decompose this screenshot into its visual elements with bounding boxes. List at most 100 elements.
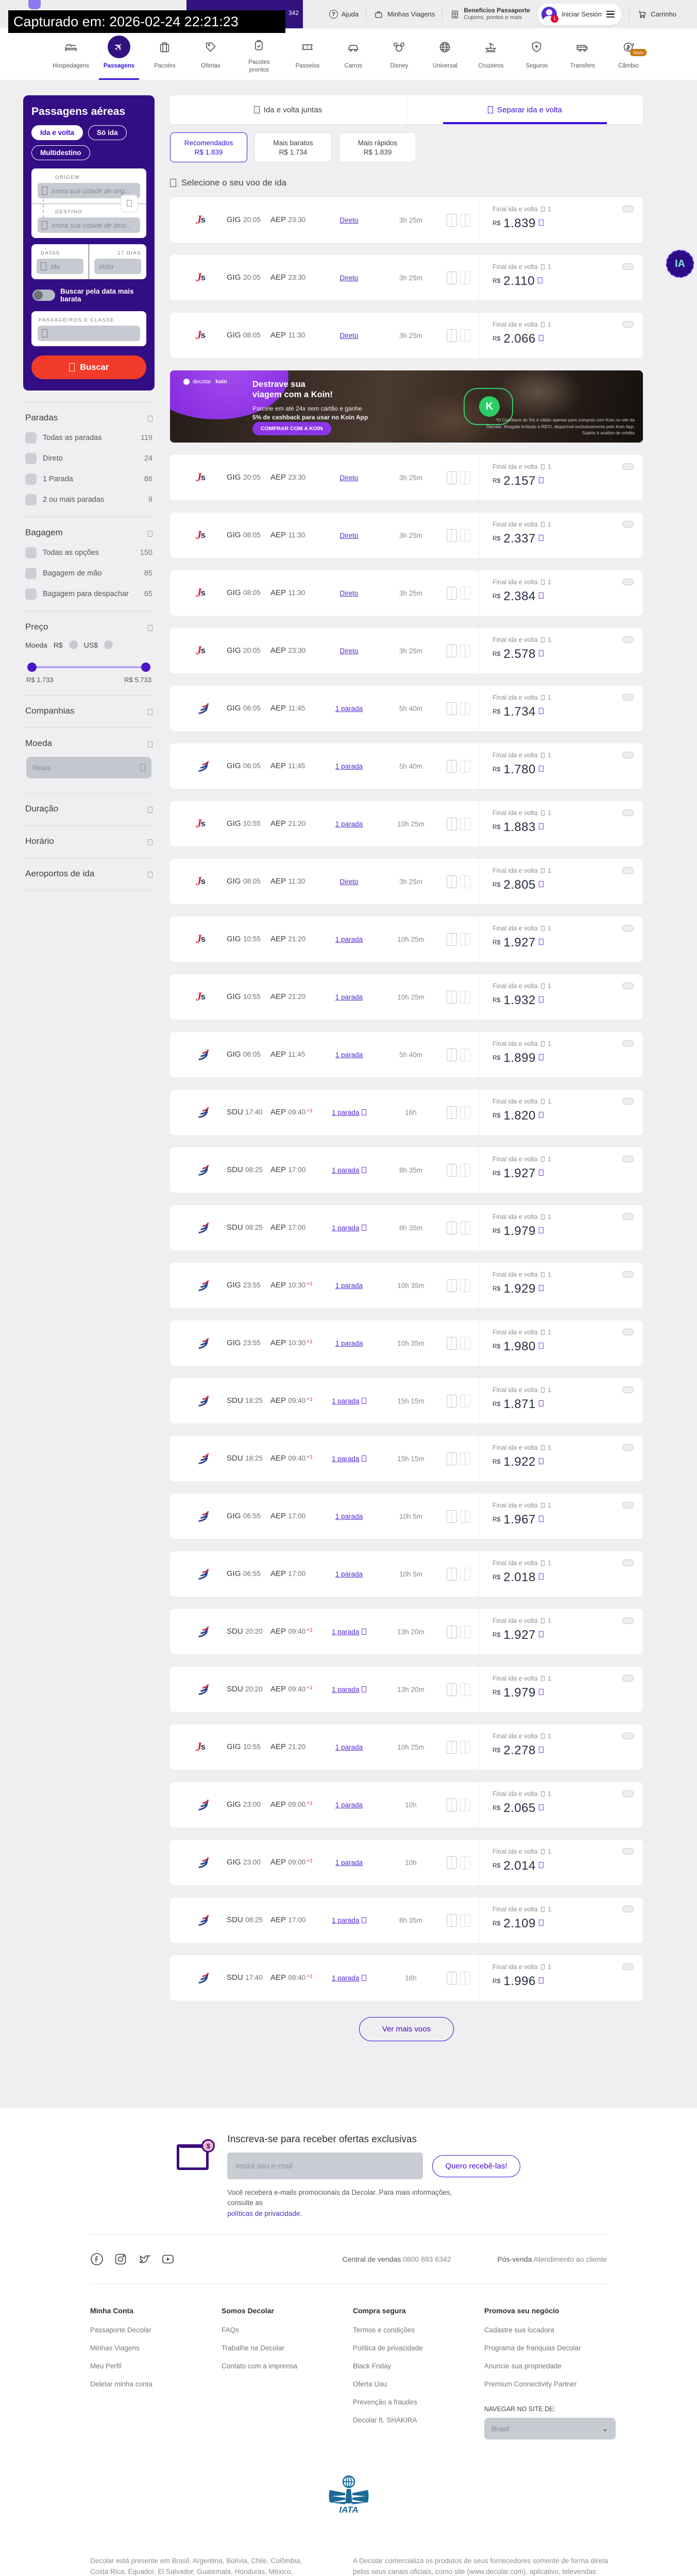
- compare-checkbox[interactable]: [622, 1386, 634, 1393]
- checkbox[interactable]: [25, 588, 37, 600]
- price-info-icon[interactable]: [538, 335, 543, 342]
- footer-link[interactable]: Trabalhe na Decolar: [222, 2344, 284, 2352]
- price-slider[interactable]: [27, 663, 150, 672]
- compare-checkbox[interactable]: [622, 1040, 634, 1047]
- compare-checkbox[interactable]: [622, 1271, 634, 1278]
- collapse-icon[interactable]: [147, 709, 152, 716]
- flight-card[interactable]: GIG 23:00 AEP 09:00 +1 1 parada 10h: [170, 1782, 643, 1827]
- youtube-icon[interactable]: [161, 2252, 175, 2266]
- price-info-icon[interactable]: [538, 939, 543, 945]
- stops-link[interactable]: 1 parada: [335, 1858, 363, 1867]
- footer-link[interactable]: Deletar minha conta: [90, 2380, 152, 2388]
- price-info-icon[interactable]: [538, 1920, 543, 1926]
- login-button[interactable]: 1 Iniciar Sesión: [537, 3, 622, 25]
- price-info-icon[interactable]: [538, 1516, 543, 1522]
- compare-checkbox[interactable]: [622, 1675, 634, 1682]
- stops-link[interactable]: Direto: [339, 216, 359, 224]
- privacy-policy-link[interactable]: políticas de privacidade.: [227, 2209, 302, 2217]
- compare-checkbox[interactable]: [622, 579, 634, 585]
- checkbox[interactable]: [25, 453, 37, 464]
- search-button[interactable]: Buscar: [31, 355, 146, 379]
- swap-origin-destination-button[interactable]: [121, 194, 138, 212]
- compare-checkbox[interactable]: [622, 925, 634, 931]
- passengers-input[interactable]: [38, 326, 140, 341]
- cheapest-date-toggle[interactable]: [32, 290, 55, 301]
- footer-link[interactable]: Prevenção a fraudes: [353, 2398, 417, 2406]
- usd-radio[interactable]: [104, 640, 113, 649]
- tab-split-roundtrip[interactable]: Separar ida e volta: [407, 95, 643, 124]
- collapse-icon[interactable]: [147, 416, 152, 422]
- stops-link[interactable]: 1 parada: [335, 1512, 363, 1520]
- compare-checkbox[interactable]: [622, 1560, 634, 1566]
- stops-link[interactable]: 1 parada: [332, 1628, 360, 1636]
- flight-card[interactable]: SDU 08:25 AEP 17:00 1 parada 8h 35m: [170, 1205, 643, 1250]
- price-info-icon[interactable]: [538, 996, 543, 1003]
- my-trips-button[interactable]: Minhas Viagens: [373, 9, 435, 20]
- price-info-icon[interactable]: [538, 535, 543, 541]
- compare-checkbox[interactable]: [622, 1444, 634, 1451]
- price-info-icon[interactable]: [538, 1054, 543, 1061]
- newsletter-email-input[interactable]: [227, 2153, 423, 2179]
- flight-card[interactable]: SDU 20:20 AEP 09:40 +1 1 parada 13h 20m: [170, 1667, 643, 1712]
- price-info-icon[interactable]: [538, 1862, 543, 1869]
- price-info-icon[interactable]: [538, 1458, 543, 1465]
- flight-card[interactable]: SDU 08:25 AEP 17:00 1 parada 8h 35m: [170, 1147, 643, 1193]
- compare-checkbox[interactable]: [622, 263, 634, 270]
- price-info-icon[interactable]: [538, 1400, 543, 1407]
- nav-item-carros[interactable]: Carros: [337, 36, 369, 80]
- stops-link[interactable]: 1 parada: [335, 1801, 363, 1809]
- nav-item-hospedagens[interactable]: Hospedagens: [53, 36, 89, 80]
- chip-recommended[interactable]: Recomendados R$ 1.839: [170, 132, 247, 162]
- flight-card[interactable]: SDU 20:20 AEP 09:40 +1 1 parada 13h 20m: [170, 1609, 643, 1654]
- flight-card[interactable]: GIG 06:05 AEP 11:45 1 parada 5h 40m: [170, 743, 643, 789]
- region-select[interactable]: Brasil ⌄: [484, 2417, 616, 2439]
- passengers-box[interactable]: PASSAGEIROS E CLASSE: [31, 311, 146, 346]
- twitter-icon[interactable]: [138, 2252, 151, 2266]
- compare-checkbox[interactable]: [622, 1617, 634, 1624]
- stops-link[interactable]: Direto: [339, 589, 359, 597]
- compare-checkbox[interactable]: [622, 1790, 634, 1797]
- checkbox[interactable]: [25, 568, 37, 579]
- compare-checkbox[interactable]: [622, 636, 634, 643]
- nav-item-pacotes-prontos[interactable]: Pacotes prontos: [241, 36, 278, 80]
- tab-joint-roundtrip[interactable]: Ida e volta juntas: [170, 95, 407, 124]
- compare-checkbox[interactable]: [622, 809, 634, 816]
- flight-card[interactable]: GIG 23:00 AEP 09:00 +1 1 parada 10h: [170, 1840, 643, 1885]
- stops-link[interactable]: 1 parada: [332, 1397, 360, 1405]
- stops-link[interactable]: 1 parada: [332, 1108, 360, 1116]
- nav-item-seguros[interactable]: Seguros: [521, 36, 553, 80]
- slider-max-handle[interactable]: [141, 663, 150, 672]
- ia-assistant-button[interactable]: IA: [666, 250, 694, 278]
- price-info-icon[interactable]: [538, 881, 543, 888]
- price-info-icon[interactable]: [538, 219, 543, 226]
- brl-radio[interactable]: [69, 640, 78, 649]
- flight-card[interactable]: GIG 06:55 AEP 17:00 1 parada 10h 5m: [170, 1494, 643, 1539]
- slider-min-handle[interactable]: [27, 663, 37, 672]
- stops-link[interactable]: 1 parada: [332, 1916, 360, 1924]
- nav-item-passeios[interactable]: Passeios: [292, 36, 324, 80]
- facebook-icon[interactable]: [90, 2252, 104, 2266]
- stops-link[interactable]: 1 parada: [335, 935, 363, 943]
- return-date-input[interactable]: Volta: [94, 259, 141, 274]
- customer-service-link[interactable]: Atendimento ao cliente: [533, 2255, 607, 2263]
- flight-card[interactable]: GIG 06:55 AEP 17:00 1 parada 10h 5m: [170, 1551, 643, 1597]
- stops-link[interactable]: 1 parada: [332, 1454, 360, 1463]
- collapse-icon[interactable]: [147, 531, 152, 537]
- footer-link[interactable]: Decolar ft. SHAKIRA: [353, 2416, 417, 2424]
- compare-checkbox[interactable]: [622, 1963, 634, 1970]
- koin-banner[interactable]: decolar koin Destrave sua viagem com a Ko…: [170, 370, 643, 443]
- checkbox[interactable]: [25, 494, 37, 505]
- stops-link[interactable]: 1 parada: [335, 1570, 363, 1578]
- chip-fastest[interactable]: Mais rápidos R$ 1.839: [339, 132, 416, 162]
- price-info-icon[interactable]: [538, 1343, 543, 1349]
- stops-link[interactable]: Direto: [339, 647, 359, 655]
- nav-item-ofertas[interactable]: Ofertas: [195, 36, 227, 80]
- price-info-icon[interactable]: [538, 1112, 543, 1118]
